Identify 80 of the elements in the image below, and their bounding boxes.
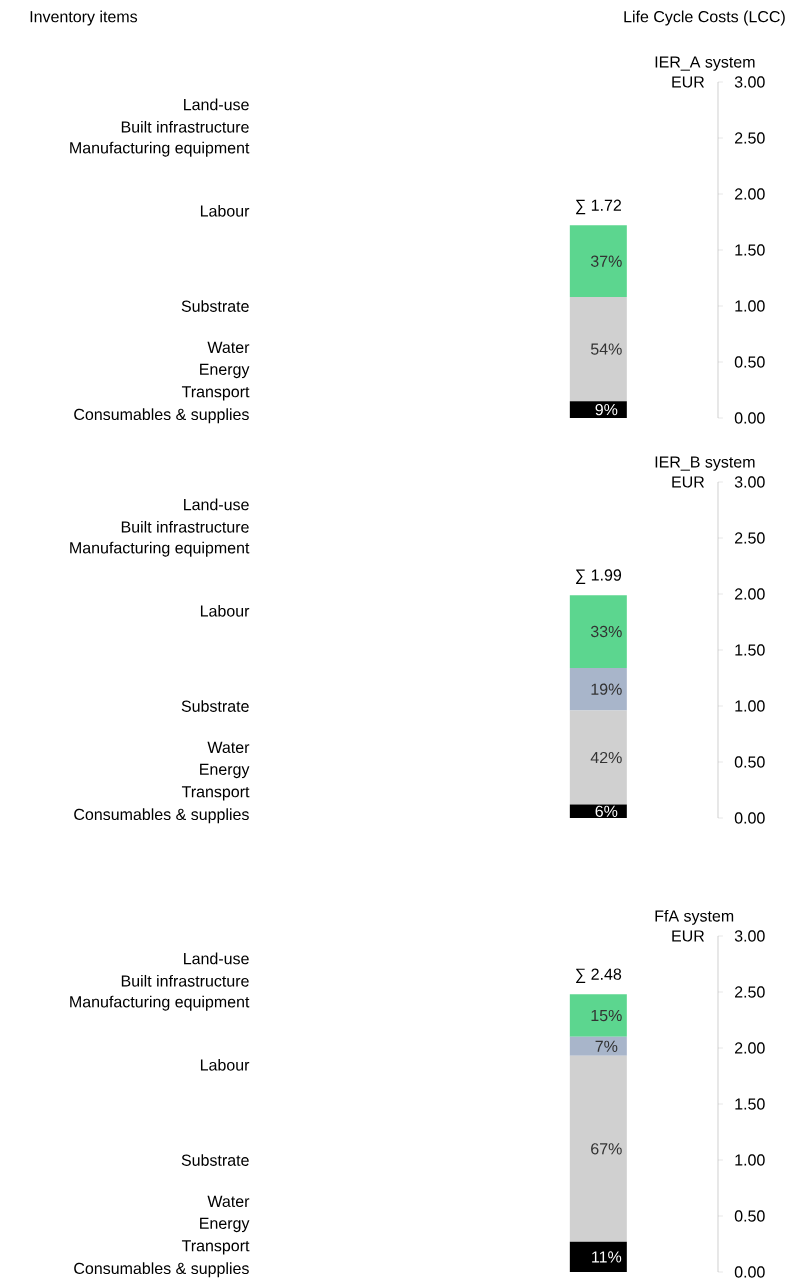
text: Labour <box>200 1058 250 1071</box>
text: Built infrastructure <box>121 520 249 533</box>
text: Consumables & supplies <box>74 1262 249 1278</box>
y-tick-label: 1.50 <box>735 244 765 256</box>
bar <box>569 225 627 298</box>
text: Land-use <box>184 98 249 111</box>
y-tick-label: 0.00 <box>734 1266 765 1278</box>
text: Labour <box>200 204 250 217</box>
y-tick-label: 3.00 <box>734 930 765 942</box>
y-tick-label: 0.00 <box>734 812 765 824</box>
y-tick-label: 0.50 <box>734 756 765 768</box>
y-tick-label: 1.00 <box>735 300 765 312</box>
total-label: ∑ 2.48 <box>576 968 622 984</box>
y-tick-label: 3.00 <box>734 76 765 88</box>
total-label: ∑ 1.99 <box>576 569 622 584</box>
annotation: 19% <box>591 683 622 695</box>
text: Energy <box>200 1217 250 1233</box>
text: Manufacturing equipment <box>70 141 250 157</box>
text: Transport <box>181 1240 250 1255</box>
y-tick-label: 1.50 <box>735 1098 765 1110</box>
y-tick-label: 0.00 <box>734 412 765 424</box>
y-tick-label: 3.00 <box>734 476 765 488</box>
annotation: 33% <box>590 625 622 638</box>
text: IER_B system <box>655 456 755 471</box>
annotation: 9% <box>595 403 618 416</box>
y-axis-title: EUR <box>672 76 705 88</box>
bar <box>569 667 627 711</box>
text: Energy <box>200 363 250 379</box>
text: Inventory items <box>30 10 138 26</box>
annotation: 67% <box>591 1143 622 1155</box>
text: Water <box>207 341 250 354</box>
y-tick-label: 0.50 <box>734 1210 765 1222</box>
text: Built infrastructure <box>121 974 249 987</box>
y-tick-label: 2.50 <box>735 986 765 998</box>
y-tick-label: 1.00 <box>735 1154 765 1166</box>
total-label: ∑ 1.72 <box>576 199 622 215</box>
bar <box>569 1241 627 1273</box>
annotation: 54% <box>590 343 622 355</box>
text: Labour <box>200 604 250 617</box>
text: Water <box>207 741 250 754</box>
text: FfA system <box>655 909 734 925</box>
text: Substrate <box>181 300 249 312</box>
y-tick-label: 2.00 <box>735 588 765 600</box>
text: Built infrastructure <box>121 120 249 133</box>
bar <box>569 994 627 1037</box>
bar <box>569 401 627 419</box>
y-tick-label: 1.50 <box>735 644 765 656</box>
text: Life Cycle Costs (LCC) <box>624 10 785 26</box>
text: Land-use <box>184 498 249 511</box>
bar <box>569 297 627 402</box>
bar <box>569 710 627 805</box>
text: Water <box>207 1195 250 1208</box>
text: Transport <box>181 386 250 401</box>
text: Transport <box>181 786 250 801</box>
y-tick-label: 2.50 <box>735 532 765 544</box>
annotation: 37% <box>590 255 622 267</box>
y-tick-label: 2.50 <box>735 132 765 144</box>
text: IER_A system <box>655 56 755 71</box>
y-tick-label: 2.00 <box>735 1042 765 1054</box>
text: Manufacturing equipment <box>70 995 250 1011</box>
y-tick-label: 0.50 <box>734 356 765 368</box>
annotation: 7% <box>595 1040 618 1052</box>
annotation: 15% <box>591 1009 622 1022</box>
text: Consumables & supplies <box>74 408 249 424</box>
bar <box>569 1036 627 1056</box>
text: Substrate <box>181 700 249 712</box>
text: Substrate <box>181 1154 249 1166</box>
text: Consumables & supplies <box>74 808 249 824</box>
annotation: 42% <box>590 751 622 764</box>
y-axis-title: EUR <box>672 930 705 942</box>
bar <box>569 1055 627 1242</box>
annotation: 11% <box>592 1251 622 1263</box>
y-tick-label: 2.00 <box>735 188 765 200</box>
text: Manufacturing equipment <box>70 541 250 557</box>
text: Land-use <box>184 952 249 965</box>
y-tick-label: 1.00 <box>735 700 765 712</box>
annotation: 6% <box>595 805 618 817</box>
bar <box>569 595 627 668</box>
text: Energy <box>200 763 250 779</box>
y-axis-title: EUR <box>672 476 705 488</box>
